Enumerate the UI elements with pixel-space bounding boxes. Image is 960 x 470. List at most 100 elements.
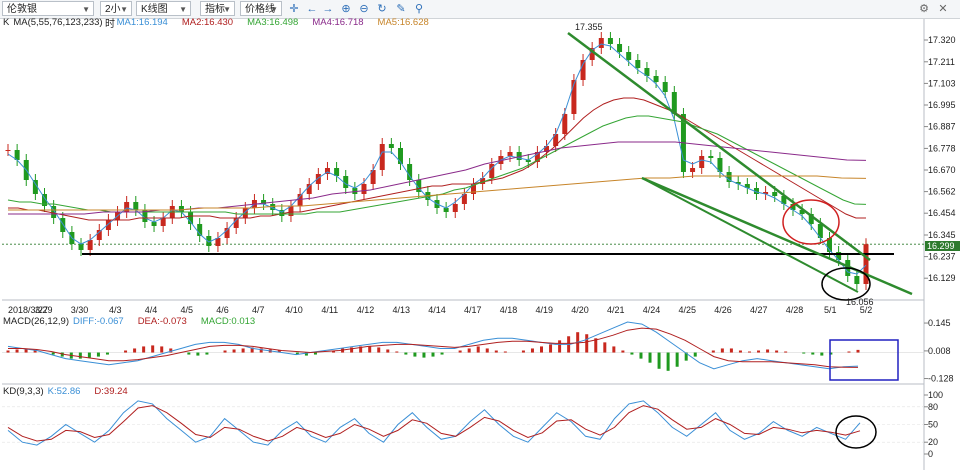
symbol-select[interactable]: 伦敦银 ▼ xyxy=(2,1,94,16)
ma-line-ma5 xyxy=(8,175,867,211)
candle-body xyxy=(51,206,57,218)
candle-body xyxy=(836,252,842,260)
candle-body xyxy=(197,224,203,236)
x-tick-label: 4/14 xyxy=(428,305,446,315)
chevron-down-icon: ▼ xyxy=(270,5,278,14)
candle-body xyxy=(361,184,367,194)
candle-body xyxy=(507,152,513,156)
arrow-right-icon[interactable]: → xyxy=(322,3,334,15)
candle-body xyxy=(60,218,66,232)
indicator-label: 指标 xyxy=(205,4,225,15)
candle-body xyxy=(480,178,486,184)
crosshair-icon[interactable]: ✛ xyxy=(289,3,299,15)
price-line-select[interactable]: 价格线 ▼ xyxy=(240,1,282,16)
macd-y-tick-label: 0.145 xyxy=(928,318,951,328)
candle-body xyxy=(188,212,194,224)
candle-body xyxy=(671,92,677,114)
indicator-select[interactable]: 指标 ▼ xyxy=(200,1,235,16)
period-label: 2小时 xyxy=(105,4,121,30)
trendline-lower-2 xyxy=(641,177,859,293)
refresh-icon[interactable]: ↻ xyxy=(377,3,387,15)
candle-body xyxy=(215,238,221,246)
y-tick-label: 16.995 xyxy=(928,100,956,110)
legend-diff: DIFF:-0.067 xyxy=(73,316,124,327)
chevron-down-icon: ▼ xyxy=(120,5,128,14)
x-tick-label: 4/12 xyxy=(357,305,375,315)
candle-body xyxy=(690,168,696,172)
x-tick-label: 3/29 xyxy=(35,305,53,315)
annotation-circle-black xyxy=(821,267,871,301)
trendline-lower xyxy=(641,176,913,296)
candle-body xyxy=(133,202,139,210)
x-tick-label: 4/20 xyxy=(571,305,589,315)
candle-body xyxy=(744,184,750,188)
candle-body xyxy=(562,114,568,134)
legend-ma2: MA2:16.430 xyxy=(181,17,234,28)
candle-body xyxy=(589,48,595,60)
candle-body xyxy=(306,184,312,194)
symbol-label: 伦敦银 xyxy=(7,4,37,15)
candle-body xyxy=(799,210,805,214)
candle-body xyxy=(279,210,285,216)
kd-y-tick-label: 50 xyxy=(928,420,938,430)
y-tick-label: 16.670 xyxy=(928,165,956,175)
y-tick-label: 16.778 xyxy=(928,143,956,153)
legend-ma5: MA5:16.628 xyxy=(377,17,429,28)
legend-kd-k: K:52.86 xyxy=(47,386,81,397)
candle-body xyxy=(334,168,340,176)
x-tick-label: 4/28 xyxy=(786,305,804,315)
candle-body xyxy=(461,194,467,204)
legend-kd-d: D:39.24 xyxy=(94,386,128,397)
candle-body xyxy=(653,76,659,82)
candle-body xyxy=(717,158,723,172)
link-icon[interactable]: ⚲ xyxy=(414,3,424,15)
x-tick-label: 3/30 xyxy=(71,305,89,315)
candle-body xyxy=(270,204,276,210)
candle-body xyxy=(261,200,267,204)
legend-ma1: MA1:16.194 xyxy=(116,17,168,28)
pen-icon[interactable]: ✎ xyxy=(396,3,406,15)
x-tick-label: 4/19 xyxy=(535,305,553,315)
chevron-down-icon: ▼ xyxy=(223,5,231,14)
candle-body xyxy=(863,244,869,284)
candle-body xyxy=(699,156,705,168)
candle-body xyxy=(178,206,184,212)
x-tick-label: 4/3 xyxy=(109,305,122,315)
candle-body xyxy=(315,174,321,184)
legend-ma4: MA4:16.718 xyxy=(312,17,364,28)
zoom-out-icon[interactable]: ⊖ xyxy=(359,3,369,15)
kd-line-k xyxy=(7,400,861,446)
macd-y-tick-label: -0.128 xyxy=(928,374,954,384)
candle-body xyxy=(617,44,623,52)
arrow-left-icon[interactable]: ← xyxy=(306,3,318,15)
period-select[interactable]: 2小时 ▼ xyxy=(100,1,132,30)
candle-body xyxy=(5,150,11,151)
x-tick-label: 4/10 xyxy=(285,305,303,315)
annotation-circle-red xyxy=(782,199,840,245)
candle-body xyxy=(397,148,403,164)
x-tick-label: 4/25 xyxy=(678,305,696,315)
candle-body xyxy=(242,208,248,218)
y-tick-label: 16.237 xyxy=(928,252,956,262)
candle-body xyxy=(96,230,102,240)
candle-body xyxy=(324,168,330,174)
chart-type-select[interactable]: K线图 ▼ xyxy=(136,1,191,16)
close-icon[interactable]: ✕ xyxy=(938,3,948,15)
kd-legend: KD(9,3,3) K:52.86 D:39.24 xyxy=(3,386,142,397)
zoom-in-icon[interactable]: ⊕ xyxy=(341,3,351,15)
ma-line-ma2 xyxy=(8,97,866,221)
candle-body xyxy=(32,180,38,194)
candle-body xyxy=(388,144,394,148)
legend-ma3: MA3:16.498 xyxy=(247,17,299,28)
ma-line-ma1 xyxy=(7,43,867,275)
ma-line-ma4 xyxy=(8,141,867,215)
high-label: 17.355 xyxy=(575,22,603,32)
kd-y-tick-label: 80 xyxy=(928,402,938,412)
macd-y-tick-label: 0.008 xyxy=(928,346,951,356)
candle-body xyxy=(443,208,449,212)
candle-body xyxy=(42,194,48,206)
candle-body xyxy=(124,202,130,212)
candle-body xyxy=(753,188,759,194)
settings-icon[interactable]: ⚙ xyxy=(919,3,929,15)
